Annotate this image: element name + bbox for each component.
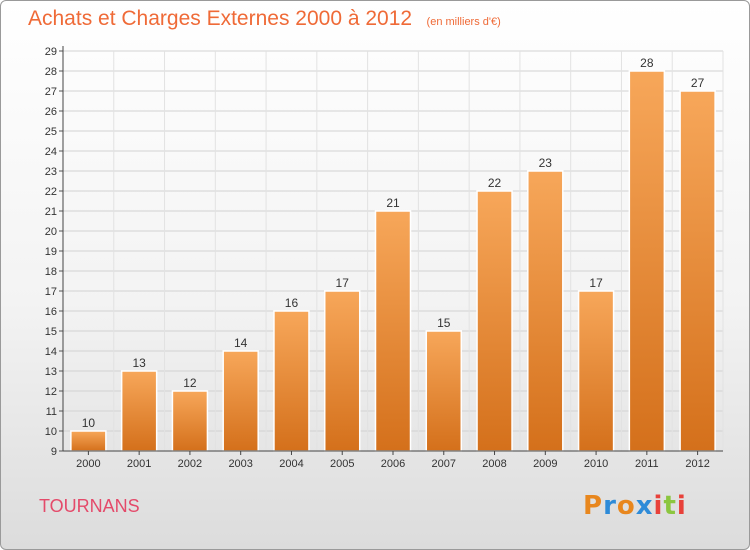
x-tick-label-2003: 2003 — [228, 458, 252, 470]
bar-2010 — [577, 290, 615, 452]
y-tick-label: 22 — [45, 186, 57, 198]
title-row: Achats et Charges Externes 2000 à 2012 (… — [28, 7, 501, 31]
y-tick-label: 17 — [45, 286, 57, 298]
value-label-2003: 14 — [234, 336, 248, 350]
x-tick-label-2007: 2007 — [432, 458, 456, 470]
value-label-2011: 28 — [640, 56, 654, 70]
logo-letter: r — [603, 491, 617, 521]
bar-2012 — [679, 90, 716, 452]
x-tick-label-2011: 2011 — [635, 458, 659, 470]
bar-2008 — [476, 190, 513, 452]
bar-2000 — [70, 430, 107, 452]
logo-letter: t — [663, 491, 677, 521]
y-tick-label: 11 — [46, 406, 57, 418]
axis-layer — [59, 46, 723, 455]
logo-letter: o — [616, 491, 636, 521]
label-layer: 9 10 11 12 13 14 15 16 17 18 19 20 21 22 23 24 25 26 27 28 2… — [45, 46, 710, 470]
bar-layer — [70, 70, 716, 452]
y-tick-label: 12 — [45, 386, 57, 398]
y-tick-label: 23 — [45, 166, 57, 178]
bar-2009 — [527, 170, 564, 452]
value-label-2004: 16 — [285, 296, 299, 310]
y-tick-label: 26 — [45, 106, 57, 118]
y-tick-label: 25 — [45, 126, 57, 138]
y-tick-label: 29 — [45, 46, 57, 58]
chart-title: Achats et Charges Externes 2000 à 2012 — [28, 7, 413, 30]
x-tick-label-2004: 2004 — [279, 458, 303, 470]
x-tick-label-2012: 2012 — [685, 458, 709, 470]
value-label-2012: 27 — [691, 76, 705, 90]
bar-2006 — [374, 210, 412, 452]
x-tick-label-2005: 2005 — [330, 458, 354, 470]
x-tick-label-2000: 2000 — [76, 458, 100, 470]
y-tick-label: 27 — [45, 86, 57, 98]
y-tick-label: 19 — [45, 246, 57, 258]
bar-2002 — [171, 390, 209, 452]
x-tick-label-2001: 2001 — [127, 458, 151, 470]
bar-2004 — [273, 310, 310, 452]
x-tick-label-2002: 2002 — [178, 458, 202, 470]
y-tick-label: 16 — [45, 306, 57, 318]
logo-letter: x — [635, 491, 654, 521]
y-tick-label: 14 — [45, 346, 57, 358]
y-tick-label: 9 — [51, 446, 57, 458]
bar-2011 — [628, 70, 666, 452]
value-label-2009: 23 — [539, 156, 553, 170]
y-tick-label: 24 — [45, 146, 57, 158]
y-tick-label: 21 — [45, 206, 57, 218]
x-tick-label-2006: 2006 — [381, 458, 405, 470]
y-tick-label: 20 — [45, 226, 57, 238]
y-tick-label: 28 — [45, 66, 57, 78]
bar-2007 — [425, 330, 463, 452]
logo-letter: i — [676, 491, 687, 521]
bar-2003 — [222, 350, 259, 452]
value-label-2002: 12 — [183, 376, 197, 390]
bar-2005 — [323, 290, 361, 452]
value-label-2000: 10 — [82, 416, 96, 430]
y-tick-label: 13 — [45, 366, 57, 378]
value-label-2001: 13 — [132, 356, 146, 370]
bar-2001 — [120, 370, 158, 452]
logo-letter: P — [583, 491, 604, 521]
x-tick-label-2009: 2009 — [533, 458, 557, 470]
value-label-2006: 21 — [386, 196, 400, 210]
value-label-2010: 17 — [589, 276, 603, 290]
y-tick-label: 15 — [45, 326, 57, 338]
x-tick-label-2008: 2008 — [482, 458, 506, 470]
commune-name: TOURNANS — [39, 496, 140, 516]
y-tick-label: 18 — [45, 266, 57, 278]
chart-subtitle: (en milliers d'€) — [426, 16, 501, 28]
x-tick-label-2010: 2010 — [584, 458, 608, 470]
value-label-2005: 17 — [336, 276, 350, 290]
proxiti-logo[interactable]: Proxiti — [583, 491, 687, 521]
value-label-2008: 22 — [488, 176, 502, 190]
value-label-2007: 15 — [437, 316, 451, 330]
y-tick-label: 10 — [45, 426, 57, 438]
logo-letter: i — [653, 491, 664, 521]
